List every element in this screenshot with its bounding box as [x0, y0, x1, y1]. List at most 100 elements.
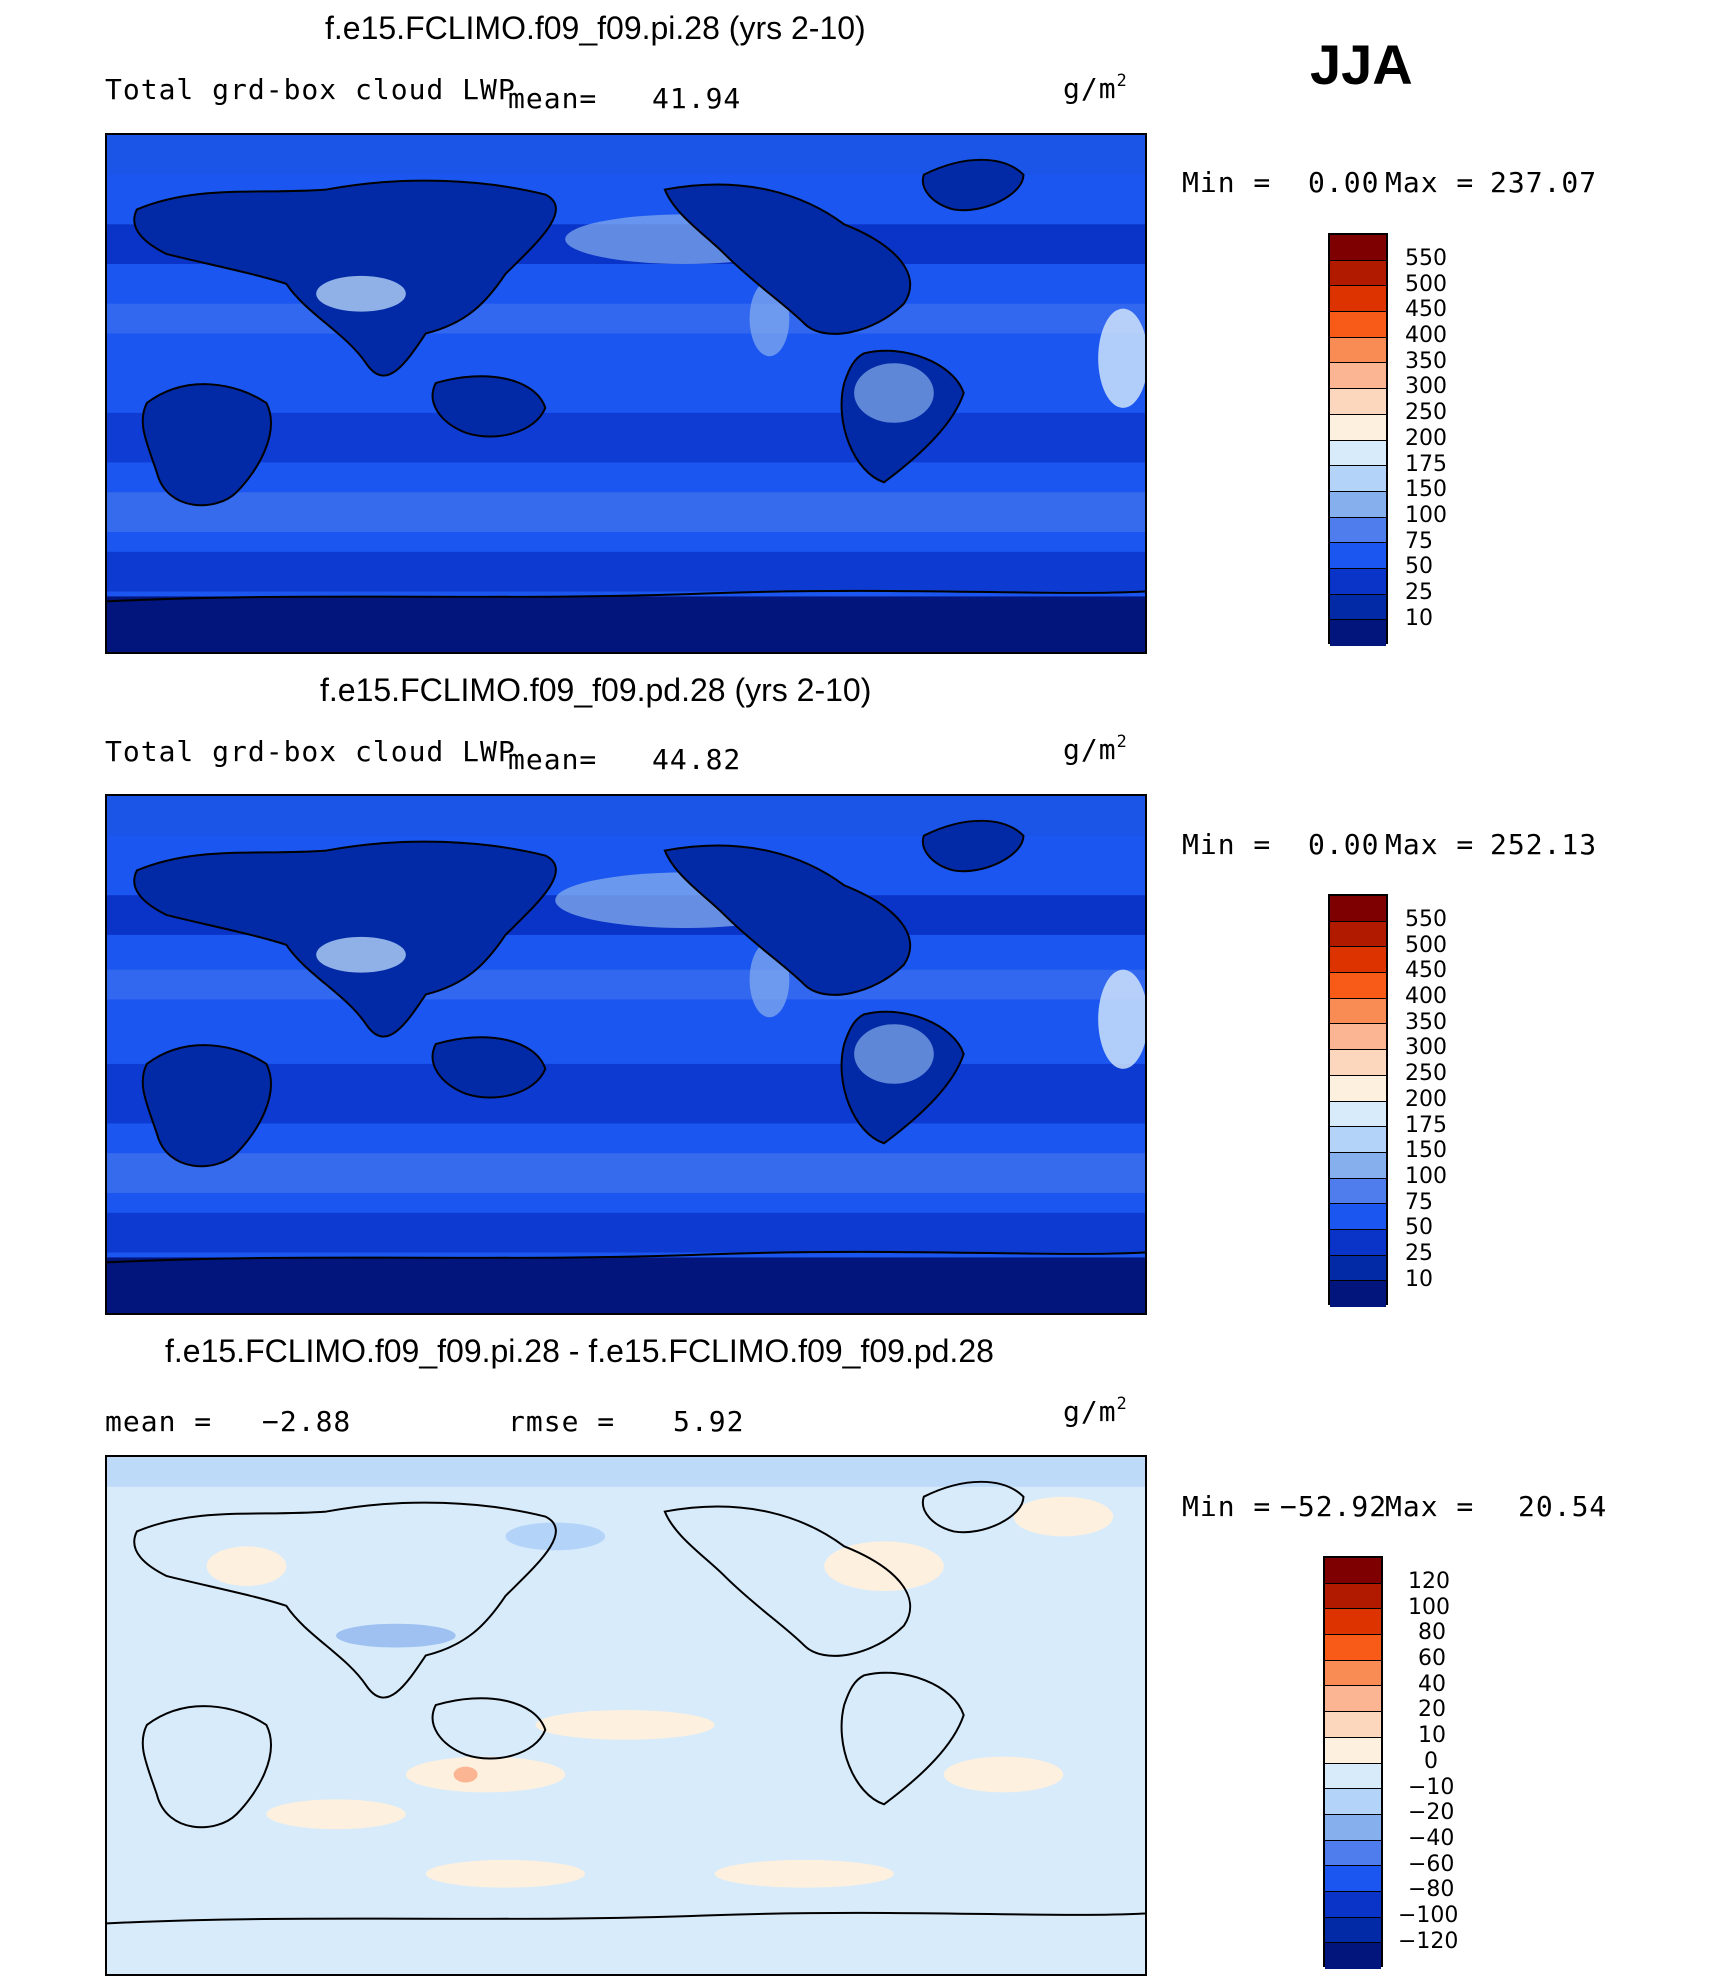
panel3-min-value: −52.92	[1280, 1490, 1388, 1523]
panel3-colorbar-swatch	[1325, 1943, 1381, 1969]
panel2-colorbar-swatch	[1330, 1229, 1386, 1256]
panel3-colorbar-swatch	[1325, 1660, 1381, 1687]
panel3-colorbar-swatch	[1325, 1737, 1381, 1764]
panel2-colorbar-swatch	[1330, 896, 1386, 922]
panel1-colorbar-label: 450	[1405, 297, 1447, 322]
panel2-colorbar-swatch	[1330, 1281, 1386, 1307]
panel2-colorbar-label: 50	[1405, 1215, 1433, 1240]
panel2-colorbar-swatch	[1330, 1127, 1386, 1153]
panel3-colorbar-label: 100	[1408, 1595, 1450, 1620]
panel1-colorbar-swatch	[1330, 337, 1386, 364]
panel1-colorbar-swatch	[1330, 389, 1386, 415]
panel2-colorbar-swatch	[1330, 998, 1386, 1025]
panel3-colorbar-label: −60	[1408, 1852, 1455, 1877]
panel2-mean-value: 44.82	[652, 743, 742, 776]
panel1-colorbar-swatch	[1330, 491, 1386, 518]
panel2-units: g/m2	[1063, 731, 1128, 766]
panel3-colorbar-swatch	[1325, 1712, 1381, 1738]
panel2-colorbar-label: 250	[1405, 1061, 1447, 1086]
panel3-colorbar-label: 10	[1418, 1723, 1446, 1748]
panel2-colorbar-swatch	[1330, 973, 1386, 999]
panel2-max-value: 252.13	[1490, 828, 1598, 861]
panel2-min-value: 0.00	[1308, 828, 1380, 861]
panel3-max-label: Max =	[1385, 1490, 1475, 1523]
panel3-colorbar-swatch	[1325, 1789, 1381, 1815]
panel2-field-label: Total grd-box cloud LWP	[105, 735, 516, 768]
panel2-colorbar-swatch	[1330, 921, 1386, 948]
panel1-min-label: Min =	[1182, 166, 1272, 199]
panel1-colorbar-label: 150	[1405, 477, 1447, 502]
panel2-colorbar-label: 25	[1405, 1241, 1433, 1266]
panel2-max-label: Max =	[1385, 828, 1475, 861]
panel3-rmse-value: 5.92	[673, 1405, 745, 1438]
panel3-rmse-label: rmse =	[508, 1405, 616, 1438]
panel1-colorbar-label: 100	[1405, 503, 1447, 528]
panel2-colorbar-label: 75	[1405, 1190, 1433, 1215]
panel2-colorbar-swatch	[1330, 1255, 1386, 1282]
panel1-title: f.e15.FCLIMO.f09_f09.pi.28 (yrs 2-10)	[325, 10, 866, 46]
panel2-map-svg	[107, 796, 1145, 1313]
panel2-colorbar-label: 175	[1405, 1113, 1447, 1138]
panel3-colorbar-swatch	[1325, 1814, 1381, 1841]
panel3-colorbar-swatch	[1325, 1583, 1381, 1610]
panel2-colorbar-label: 300	[1405, 1035, 1447, 1060]
panel3-colorbar-label: −10	[1408, 1775, 1455, 1800]
panel2-colorbar-swatch	[1330, 1178, 1386, 1205]
panel1-max-label: Max =	[1385, 166, 1475, 199]
panel1-colorbar-swatch	[1330, 517, 1386, 544]
panel3-colorbar-label: −120	[1398, 1929, 1459, 1954]
panel1-colorbar-swatch	[1330, 440, 1386, 467]
panel2-colorbar-label: 150	[1405, 1138, 1447, 1163]
panel2-colorbar-label: 550	[1405, 907, 1447, 932]
panel1-colorbar	[1328, 233, 1388, 646]
panel3-units: g/m2	[1063, 1393, 1128, 1428]
panel3-colorbar-swatch	[1325, 1840, 1381, 1867]
panel1-mean-value: 41.94	[652, 82, 742, 115]
panel2-colorbar-swatch	[1330, 1152, 1386, 1179]
panel3-colorbar-label: −100	[1398, 1903, 1459, 1928]
panel2-colorbar-swatch	[1330, 1075, 1386, 1102]
panel2-colorbar-label: 10	[1405, 1267, 1433, 1292]
panel1-colorbar-label: 400	[1405, 323, 1447, 348]
panel3-colorbar-label: 120	[1408, 1569, 1450, 1594]
panel1-colorbar-swatch	[1330, 594, 1386, 621]
panel3-colorbar-label: 40	[1418, 1672, 1446, 1697]
panel1-units: g/m2	[1063, 70, 1128, 105]
panel2-colorbar-label: 450	[1405, 958, 1447, 983]
panel3-max-value: 20.54	[1518, 1490, 1608, 1523]
panel3-colorbar-label: −40	[1408, 1826, 1455, 1851]
panel1-colorbar-swatch	[1330, 466, 1386, 492]
panel2-colorbar-label: 200	[1405, 1087, 1447, 1112]
panel1-colorbar-swatch	[1330, 235, 1386, 261]
panel1-colorbar-label: 250	[1405, 400, 1447, 425]
panel2-mean-label: mean=	[508, 743, 598, 776]
panel1-colorbar-swatch	[1330, 620, 1386, 646]
panel3-colorbar-swatch	[1325, 1635, 1381, 1661]
panel3-title: f.e15.FCLIMO.f09_f09.pi.28 - f.e15.FCLIM…	[165, 1333, 994, 1369]
panel1-colorbar-label: 75	[1405, 529, 1433, 554]
panel2-colorbar-label: 100	[1405, 1164, 1447, 1189]
panel3-colorbar-swatch	[1325, 1609, 1381, 1636]
panel3-mean-label: mean =	[105, 1405, 213, 1438]
panel2-colorbar-label: 500	[1405, 933, 1447, 958]
panel3-colorbar-swatch	[1325, 1686, 1381, 1713]
panel3-colorbar-swatch	[1325, 1891, 1381, 1918]
panel1-colorbar-swatch	[1330, 312, 1386, 338]
panel2-colorbar-swatch	[1330, 1101, 1386, 1128]
panel1-colorbar-swatch	[1330, 363, 1386, 390]
panel3-mean-value: −2.88	[262, 1405, 352, 1438]
panel1-colorbar-swatch	[1330, 414, 1386, 441]
panel2-colorbar	[1328, 894, 1388, 1307]
panel1-colorbar-swatch	[1330, 260, 1386, 287]
panel3-colorbar-label: 20	[1418, 1697, 1446, 1722]
panel3-map-svg	[107, 1457, 1145, 1974]
panel3-colorbar-swatch	[1325, 1763, 1381, 1790]
panel1-colorbar-swatch	[1330, 286, 1386, 313]
panel3-colorbar-label: −80	[1408, 1877, 1455, 1902]
panel1-colorbar-label: 50	[1405, 554, 1433, 579]
panel1-colorbar-label: 350	[1405, 349, 1447, 374]
panel3-map	[105, 1455, 1147, 1976]
panel3-colorbar-label: 60	[1418, 1646, 1446, 1671]
panel1-field-label: Total grd-box cloud LWP	[105, 73, 516, 106]
panel3-colorbar	[1323, 1556, 1383, 1969]
